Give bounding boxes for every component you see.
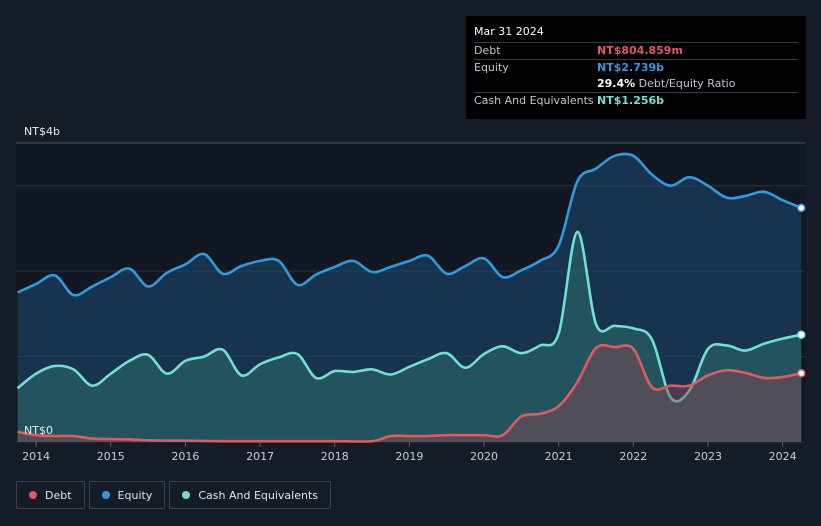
tooltip-debt-value: NT$804.859m bbox=[597, 44, 683, 57]
chart-tooltip: Mar 31 2024 Debt NT$804.859m Equity NT$2… bbox=[466, 16, 806, 119]
tooltip-date: Mar 31 2024 bbox=[474, 25, 544, 38]
legend-debt-dot-icon bbox=[29, 491, 37, 499]
tooltip-row-ratio: 29.4% Debt/Equity Ratio bbox=[474, 76, 798, 92]
tooltip-row-equity: Equity NT$2.739b bbox=[474, 59, 798, 76]
tooltip-row-debt: Debt NT$804.859m bbox=[474, 42, 798, 59]
cash-and-equivalents-line bbox=[16, 230, 802, 403]
x-tick-label: 2018 bbox=[321, 450, 349, 463]
tooltip-row-cash: Cash And Equivalents NT$1.256b bbox=[474, 92, 798, 109]
legend-item-debt[interactable]: Debt bbox=[16, 481, 85, 509]
equity-line bbox=[16, 152, 802, 297]
equity-area bbox=[17, 153, 802, 442]
x-tick-label: 2023 bbox=[694, 450, 722, 463]
legend-equity-dot-icon bbox=[101, 491, 110, 499]
x-tick-label: 2019 bbox=[395, 450, 423, 463]
x-tick-label: 2024 bbox=[769, 450, 797, 463]
cash-and-equivalents-end-point bbox=[797, 330, 806, 339]
tooltip-ratio-value: 29.4% bbox=[597, 77, 636, 90]
x-tick-label: 2017 bbox=[246, 450, 274, 463]
tooltip-equity-label: Equity bbox=[474, 61, 509, 74]
legend-equity-label: Equity bbox=[117, 488, 153, 502]
legend-item-equity[interactable]: Equity bbox=[88, 481, 166, 509]
tooltip-cash-label: Cash And Equivalents bbox=[474, 94, 594, 107]
legend-item-cash[interactable]: Cash And Equivalents bbox=[169, 481, 331, 509]
x-tick-label: 2016 bbox=[171, 450, 199, 463]
debt-end-point bbox=[797, 368, 806, 378]
tooltip-equity-value: NT$2.739b bbox=[597, 61, 665, 74]
x-tick-label: 2020 bbox=[470, 450, 498, 463]
chart-legend: Debt Equity Cash And Equivalents bbox=[16, 481, 331, 509]
cash-and-equivalents-area bbox=[17, 231, 802, 442]
legend-cash-label: Cash And Equivalents bbox=[198, 488, 318, 502]
legend-cash-dot-icon bbox=[182, 491, 191, 499]
tooltip-cash-value: NT$1.256b bbox=[597, 94, 665, 107]
x-tick-label: 2022 bbox=[619, 450, 647, 463]
equity-end-point bbox=[797, 203, 806, 213]
debt-area bbox=[17, 345, 802, 442]
y-axis-top-label: NT$4b bbox=[24, 125, 60, 138]
debt-line bbox=[17, 343, 802, 443]
x-tick-label: 2015 bbox=[97, 450, 125, 463]
tooltip-debt-label: Debt bbox=[474, 44, 501, 57]
legend-debt-label: Debt bbox=[45, 488, 72, 502]
tooltip-ratio-label: Debt/Equity Ratio bbox=[638, 77, 736, 90]
y-axis-bottom-label: NT$0 bbox=[24, 424, 53, 437]
x-tick-label: 2021 bbox=[545, 450, 573, 463]
x-tick-label: 2014 bbox=[22, 450, 50, 463]
